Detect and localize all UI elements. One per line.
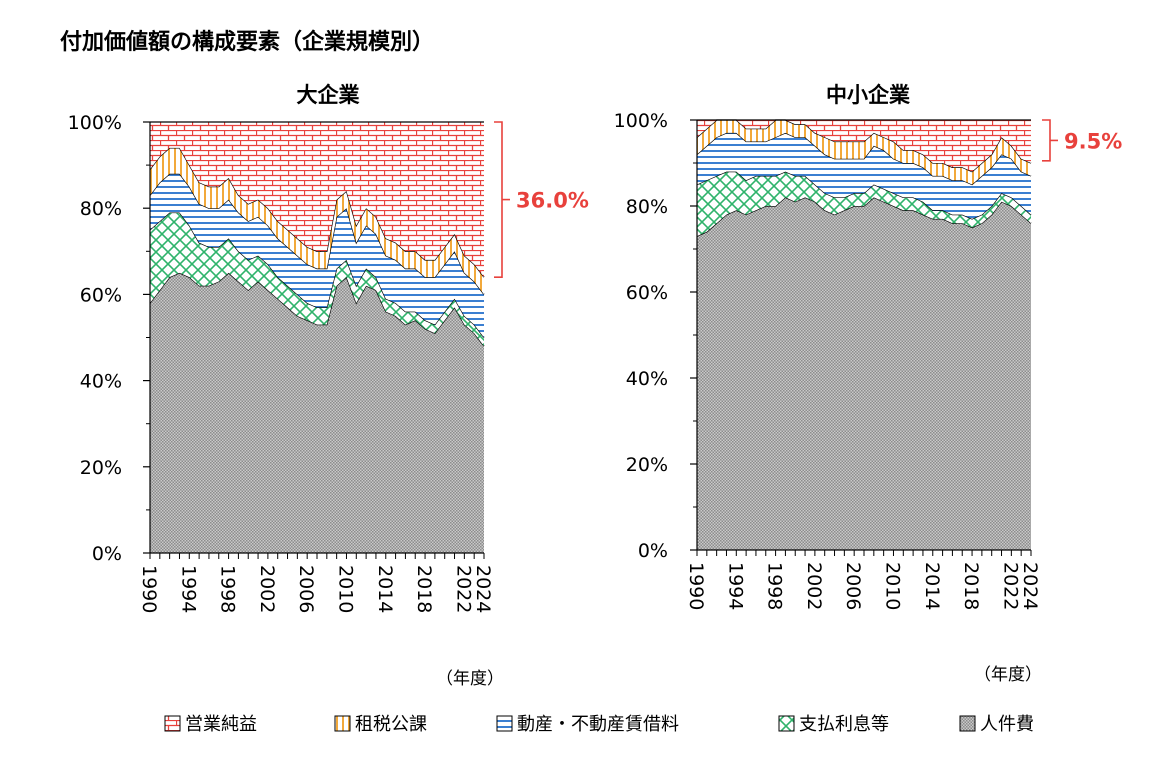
x-tick-label: 2014	[374, 565, 396, 613]
y-tick-label: 0%	[92, 543, 122, 565]
x-tick-label: 2010	[334, 565, 356, 613]
chart-large-enterprise: 大企業 0% 20% 40% 60% 80% 100% 1990 1994 1998 2002 200…	[68, 83, 589, 613]
area-shiharai	[697, 171, 1031, 237]
x-tick-label: 2018	[960, 562, 982, 610]
legend-label-sozei: 租税公課	[355, 714, 427, 735]
x-tick-label: 2010	[881, 562, 903, 610]
x-tick-label: 2024	[472, 565, 494, 613]
legend-label-jinken: 人件費	[980, 714, 1034, 735]
legend-swatch-shiharai	[778, 715, 795, 732]
y-tick-label: 100%	[614, 110, 668, 132]
area-fudosan	[697, 132, 1031, 219]
annotation-value: 36.0%	[516, 189, 589, 213]
x-tick-label: 2022	[999, 562, 1021, 610]
legend: 営業純益 租税公課 動産・不動産賃借料 支払利息等 人件費	[164, 714, 1034, 735]
x-tick-label: 2014	[921, 562, 943, 610]
y-tick-label: 20%	[626, 454, 668, 476]
x-tick-label: 1998	[764, 562, 786, 610]
area-jinken	[697, 197, 1031, 550]
area-jinken	[150, 272, 484, 553]
x-tick-label: 1990	[138, 565, 160, 613]
area-eigyo	[697, 120, 1031, 172]
legend-swatch-sozei	[334, 715, 351, 732]
x-tick-label: 2022	[452, 565, 474, 613]
y-tick-label: 60%	[80, 284, 122, 306]
x-tick-label: 2006	[295, 565, 317, 613]
legend-swatch-jinken	[959, 715, 976, 732]
legend-label-fudosan: 動産・不動産賃借料	[517, 714, 679, 735]
y-tick-label: 100%	[68, 112, 122, 134]
legend-swatch-eigyo	[164, 715, 181, 732]
y-tick-label: 40%	[80, 371, 122, 393]
area-fudosan	[150, 173, 484, 338]
x-tick-label: 2018	[413, 565, 435, 613]
legend-swatch-fudosan	[496, 715, 513, 732]
x-tick-label: 1994	[177, 565, 199, 613]
x-unit-label-large: （年度）	[436, 669, 504, 689]
annotation-value: 9.5%	[1064, 129, 1122, 153]
x-tick-label: 2002	[803, 562, 825, 610]
annotation-bracket	[1042, 119, 1051, 162]
y-tick-label: 40%	[626, 368, 668, 390]
x-tick-label: 1990	[685, 562, 707, 610]
x-tick-label: 1998	[217, 565, 239, 613]
area-sozei	[150, 147, 484, 295]
legend-label-eigyo: 営業純益	[185, 714, 257, 735]
figure-title: 付加価値額の構成要素（企業規模別）	[60, 29, 434, 55]
x-tick-label: 2002	[256, 565, 278, 613]
x-tick-label: 2006	[842, 562, 864, 610]
chart-sme: 中小企業 0% 20% 40% 60% 80% 100% 1990 1994 1998 2002 20…	[614, 83, 1123, 610]
legend-label-shiharai: 支払利息等	[799, 714, 889, 735]
chart-title: 大企業	[297, 83, 361, 107]
annotation-bracket	[494, 121, 503, 278]
x-tick-label: 2024	[1019, 562, 1041, 610]
area-sozei	[697, 120, 1031, 185]
y-tick-label: 80%	[80, 198, 122, 220]
area-eigyo	[150, 122, 484, 278]
y-tick-label: 20%	[80, 457, 122, 479]
x-unit-label-sme: （年度）	[974, 665, 1042, 685]
y-tick-label: 80%	[626, 196, 668, 218]
y-tick-label: 0%	[638, 540, 668, 562]
area-shiharai	[150, 212, 484, 347]
y-tick-label: 60%	[626, 282, 668, 304]
x-tick-label: 1994	[724, 562, 746, 610]
chart-title: 中小企業	[826, 83, 911, 107]
